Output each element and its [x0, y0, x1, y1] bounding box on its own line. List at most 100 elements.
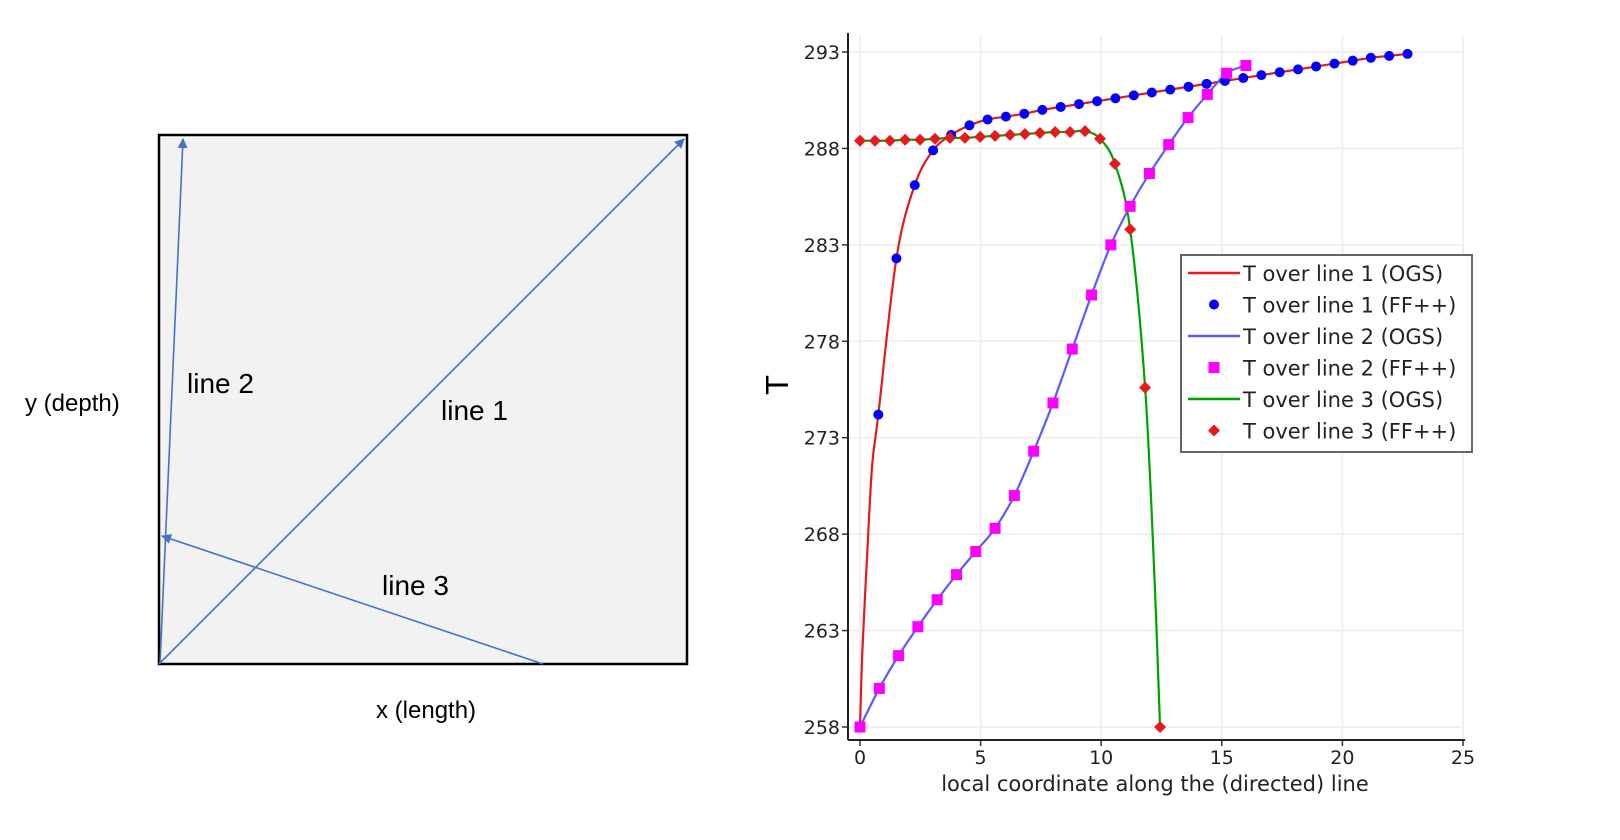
data-point-diamond — [1108, 157, 1121, 170]
data-point-diamond — [989, 129, 1002, 142]
data-point-square — [854, 721, 866, 733]
data-point-diamond — [1208, 424, 1220, 437]
data-point-diamond — [854, 134, 866, 147]
data-point-circle — [1293, 64, 1304, 75]
data-point-circle — [1037, 104, 1048, 115]
x-axis-label: x (length) — [376, 697, 476, 724]
y-tick-label: 268 — [804, 524, 840, 546]
data-point-square — [893, 650, 905, 662]
data-point-diamond — [1139, 381, 1152, 394]
data-point-square — [1028, 445, 1040, 457]
data-point-square — [950, 569, 962, 581]
data-point-circle — [1238, 73, 1249, 84]
data-point-circle — [1128, 90, 1139, 101]
legend: T over line 1 (OGS) T over line 1 (FF++) T… — [1180, 254, 1473, 453]
y-tick-label: 258 — [804, 717, 840, 739]
data-point-circle — [1055, 101, 1066, 112]
data-point-circle — [1074, 99, 1085, 110]
data-point-square — [970, 546, 982, 557]
chart-x-axis-label: local coordinate along the (directed) li… — [941, 772, 1369, 796]
data-point-circle — [1165, 84, 1176, 95]
x-tick-label: 20 — [1330, 747, 1354, 769]
data-point-diamond — [914, 133, 927, 146]
data-point-diamond — [1093, 132, 1106, 145]
data-point-diamond — [958, 131, 971, 144]
data-point-diamond — [1033, 127, 1046, 139]
data-point-diamond — [929, 132, 942, 145]
series-line — [858, 52, 1408, 728]
data-point-circle — [1201, 78, 1212, 89]
legend-entry-label: T over line 3 (FF++) — [1242, 420, 1456, 444]
data-point-circle — [1219, 75, 1230, 86]
y-tick-label: 278 — [804, 331, 840, 353]
data-point-square — [1047, 397, 1059, 409]
data-point-circle — [1146, 87, 1157, 98]
axes: 0 5 10 15 20 25 258 263 268 273 278 283 288 293 — [804, 33, 1475, 769]
data-point-circle — [1347, 55, 1358, 66]
line-2-arrow — [159, 138, 188, 665]
series-5 — [860, 129, 1162, 728]
series-line — [860, 129, 1162, 728]
data-point-square — [1201, 88, 1213, 100]
data-point-diamond — [899, 133, 912, 146]
line-1-label: line 1 — [441, 395, 508, 426]
data-point-circle — [891, 253, 902, 264]
grid — [848, 35, 1464, 740]
x-tick-label: 10 — [1089, 747, 1113, 769]
data-point-circle — [1384, 50, 1395, 61]
line-2-label: line 2 — [187, 368, 254, 399]
data-point-diamond — [974, 130, 987, 143]
data-point-square — [989, 522, 1001, 534]
data-point-diamond — [883, 134, 896, 147]
data-point-square — [873, 682, 885, 694]
x-tick-label: 5 — [975, 747, 987, 769]
legend-entry-label: T over line 2 (FF++) — [1242, 357, 1456, 381]
data-point-square — [1143, 168, 1155, 179]
data-point-square — [1008, 490, 1020, 502]
data-point-circle — [1183, 81, 1194, 92]
data-point-diamond — [1124, 223, 1137, 236]
data-point-circle — [1274, 67, 1285, 78]
x-tick-label: 25 — [1451, 747, 1475, 769]
data-point-circle — [1019, 108, 1030, 119]
series-3 — [859, 64, 1247, 728]
data-point-circle — [1256, 70, 1267, 81]
data-point-square — [931, 594, 943, 606]
y-axis-label: y (depth) — [25, 390, 120, 417]
legend-entry-label: T over line 3 (OGS) — [1242, 388, 1443, 412]
data-point-diamond — [1154, 721, 1167, 733]
series-layer — [854, 48, 1413, 733]
x-tick-label: 15 — [1210, 747, 1234, 769]
data-point-square — [1163, 139, 1175, 151]
data-point-square — [1086, 289, 1098, 301]
data-point-diamond — [1079, 125, 1092, 138]
data-point-circle — [1209, 299, 1219, 310]
data-point-circle — [1402, 48, 1413, 59]
data-point-square — [1066, 343, 1078, 355]
y-tick-label: 273 — [804, 428, 840, 450]
data-point-square — [1182, 112, 1194, 124]
data-point-diamond — [1018, 127, 1031, 140]
data-point-circle — [1000, 111, 1011, 122]
data-point-square — [1240, 60, 1252, 71]
data-point-square — [1221, 67, 1233, 79]
data-point-circle — [1092, 96, 1103, 107]
data-point-diamond — [1064, 126, 1077, 139]
data-point-circle — [964, 120, 975, 131]
data-point-circle — [1329, 58, 1340, 69]
data-point-diamond — [943, 131, 956, 144]
legend-entry-label: T over line 1 (OGS) — [1242, 262, 1443, 286]
data-point-circle — [873, 409, 884, 420]
x-tick-label: 0 — [854, 747, 866, 769]
line-3-label: line 3 — [382, 570, 449, 601]
series-line — [859, 64, 1247, 728]
data-point-square — [912, 621, 924, 633]
data-point-circle — [982, 114, 993, 125]
legend-box — [1180, 254, 1473, 453]
legend-entry-label: T over line 1 (FF++) — [1242, 294, 1456, 318]
legend-entry-label: T over line 2 (OGS) — [1242, 325, 1443, 349]
data-point-circle — [1110, 93, 1121, 104]
data-point-square — [1124, 200, 1136, 212]
data-point-circle — [928, 145, 939, 156]
data-point-circle — [1365, 52, 1376, 63]
